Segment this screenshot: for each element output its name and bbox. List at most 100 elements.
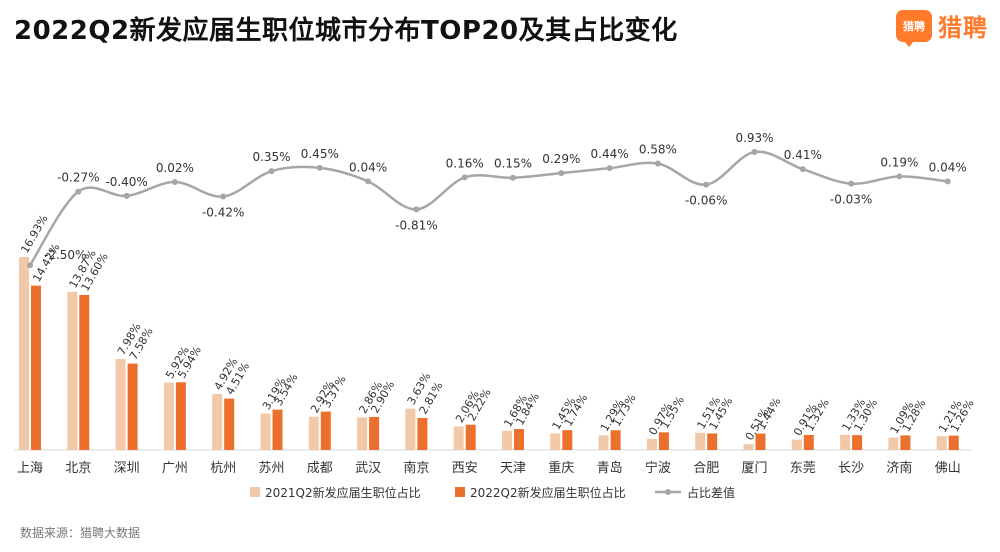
bar-2022	[803, 434, 814, 450]
diff-label: -0.06%	[685, 194, 727, 208]
bar-2021	[743, 444, 754, 450]
diff-point	[848, 180, 855, 187]
diff-label: 0.04%	[929, 160, 967, 174]
x-tick-label: 济南	[886, 460, 912, 476]
bar-2021	[791, 439, 802, 450]
brand-logo: 猎聘 猎聘	[896, 8, 988, 47]
diff-label: 0.16%	[446, 156, 484, 170]
diff-label: 0.93%	[735, 131, 773, 145]
bar-2021	[550, 433, 561, 450]
bar-2022	[852, 435, 863, 450]
diff-point	[365, 178, 372, 185]
x-tick-label: 佛山	[935, 461, 961, 476]
bar-2022	[224, 398, 235, 450]
bar-2021	[695, 432, 706, 450]
bar-2021	[598, 435, 609, 450]
bar-2022	[369, 416, 380, 450]
diff-point	[461, 174, 468, 181]
diff-point	[799, 166, 806, 173]
diff-label: -0.27%	[57, 171, 99, 185]
x-tick-label: 苏州	[258, 460, 284, 476]
diff-label: -0.42%	[202, 206, 244, 220]
bar-2021	[357, 417, 368, 450]
diff-label: 0.02%	[156, 161, 194, 175]
diff-point	[268, 168, 275, 175]
data-source: 数据来源：猎聘大数据	[20, 526, 141, 540]
bar-2022	[417, 417, 428, 450]
bar-2022	[79, 294, 90, 450]
x-tick-label: 宁波	[645, 460, 671, 476]
diff-point	[510, 174, 516, 181]
x-tick-label: 上海	[17, 461, 43, 476]
bar-2021	[646, 438, 657, 450]
x-tick-label: 青岛	[597, 460, 623, 476]
bar-2021	[888, 437, 899, 450]
x-tick-label: 厦门	[741, 461, 767, 476]
diff-point	[606, 165, 613, 172]
bar-2022	[320, 411, 331, 450]
legend-label-2021: 2021Q2新发应届生职位占比	[265, 485, 421, 500]
bar-2021	[405, 408, 416, 450]
diff-label: -0.03%	[830, 193, 872, 207]
x-tick-label: 成都	[307, 461, 333, 476]
diff-point	[558, 170, 565, 177]
bar-2022	[272, 409, 283, 450]
legend-swatch-2022	[455, 487, 465, 497]
diff-point	[220, 193, 227, 200]
diff-label: 0.35%	[252, 150, 290, 164]
x-tick-label: 深圳	[114, 461, 140, 476]
diff-label: 0.41%	[784, 148, 822, 162]
diff-label: 0.44%	[591, 147, 629, 161]
brand-name: 猎聘	[938, 14, 988, 42]
bar-2022	[465, 424, 476, 450]
diff-point	[413, 206, 420, 213]
diff-point	[316, 164, 323, 171]
bar-2022	[127, 363, 138, 450]
diff-label: -0.40%	[105, 175, 147, 189]
diff-point	[703, 181, 710, 188]
bar-2021	[840, 434, 851, 450]
x-tick-label: 北京	[65, 461, 91, 476]
diff-point	[75, 188, 82, 195]
x-tick-label: 南京	[403, 460, 429, 476]
legend-label-2022: 2022Q2新发应届生职位占比	[470, 485, 626, 500]
x-tick-label: 长沙	[838, 461, 864, 476]
chart-title: 2022Q2新发应届生职位城市分布TOP20及其占比变化	[14, 16, 678, 46]
bar-2022	[514, 429, 524, 450]
bar-2021	[260, 413, 271, 450]
diff-point	[896, 173, 903, 180]
bar-2022	[755, 433, 766, 450]
brand-icon-text: 猎聘	[903, 19, 925, 33]
diff-label: 0.19%	[880, 155, 918, 169]
brand-icon: 猎聘	[896, 9, 932, 47]
bar-2022	[948, 435, 959, 450]
bar-2021	[453, 426, 464, 450]
bar-2021	[163, 382, 174, 450]
diff-label: 0.04%	[349, 160, 387, 174]
x-tick-label: 武汉	[355, 461, 381, 476]
diff-label: 0.29%	[542, 152, 580, 166]
diff-point	[751, 149, 758, 155]
bar-2022	[707, 433, 718, 450]
bar-2022	[562, 430, 573, 450]
bar-2021	[67, 291, 78, 450]
x-tick-label: 天津	[500, 461, 526, 476]
bar-2022	[900, 435, 911, 450]
diff-label: 0.15%	[494, 157, 532, 171]
x-tick-label: 广州	[162, 461, 188, 476]
legend-swatch-2021	[250, 487, 260, 497]
x-tick-label: 重庆	[548, 460, 574, 476]
bar-2022	[658, 432, 669, 450]
diff-label: -0.81%	[395, 218, 437, 232]
x-tick-label: 杭州	[210, 461, 236, 476]
x-tick-label: 合肥	[693, 461, 719, 476]
legend-label-diff: 占比差值	[687, 485, 735, 500]
diff-label: -2.50%	[44, 248, 86, 262]
bar-2022	[610, 430, 621, 450]
bar-2021	[502, 430, 512, 450]
x-tick-label: 西安	[452, 461, 478, 476]
diff-point	[171, 179, 178, 186]
diff-point	[27, 262, 33, 269]
bar-2022	[31, 285, 41, 450]
